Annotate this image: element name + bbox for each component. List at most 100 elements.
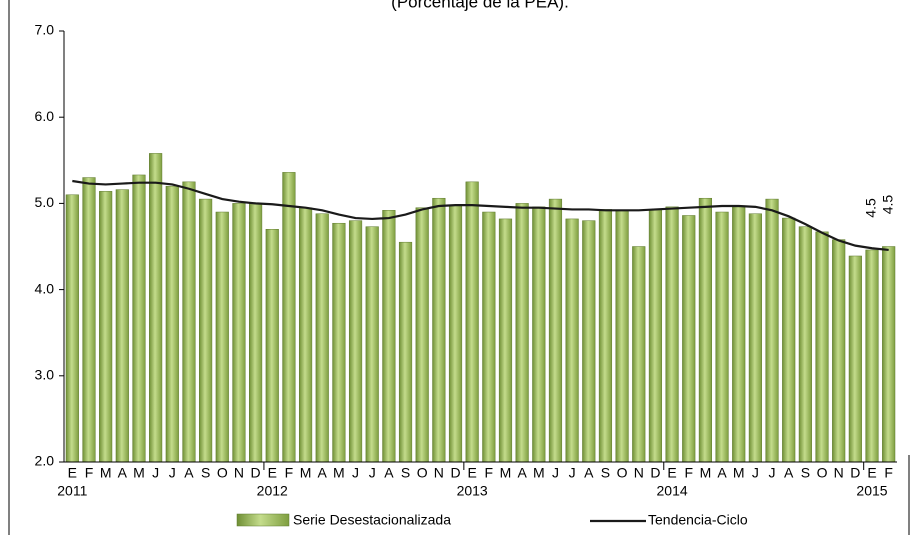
bar bbox=[548, 198, 563, 463]
x-tick-label: A bbox=[318, 465, 328, 481]
bar bbox=[498, 218, 513, 463]
x-group-label: 2014 bbox=[657, 483, 688, 499]
bar bbox=[448, 204, 463, 463]
chart-title: (Porcentaje de la PEA). bbox=[391, 0, 569, 11]
bar bbox=[865, 249, 879, 463]
y-tick-label: 5.0 bbox=[35, 194, 55, 210]
x-group-label: 2011 bbox=[57, 483, 87, 499]
x-tick-label: A bbox=[384, 465, 394, 481]
x-tick-label: A bbox=[184, 465, 194, 481]
bar bbox=[798, 226, 812, 463]
bar bbox=[99, 191, 113, 463]
x-tick-label: D bbox=[251, 465, 261, 481]
bar bbox=[765, 198, 779, 463]
bar bbox=[182, 181, 196, 463]
x-tick-label: J bbox=[169, 465, 176, 481]
bar bbox=[132, 174, 146, 463]
bar bbox=[582, 220, 596, 463]
x-tick-label: E bbox=[867, 465, 876, 481]
trend-line bbox=[72, 179, 889, 252]
x-tick-label: D bbox=[850, 465, 860, 481]
legend-swatch bbox=[236, 513, 290, 527]
x-tick-label: J bbox=[369, 465, 376, 481]
bar bbox=[532, 206, 546, 463]
bar bbox=[249, 203, 263, 463]
x-tick-label: O bbox=[617, 465, 628, 481]
x-tick-label: N bbox=[234, 465, 244, 481]
bar bbox=[832, 239, 846, 463]
bar bbox=[149, 153, 163, 463]
x-tick-label: D bbox=[450, 465, 460, 481]
bar bbox=[315, 213, 329, 463]
y-tick-label: 2.0 bbox=[35, 453, 55, 469]
x-tick-label: N bbox=[634, 465, 644, 481]
bar bbox=[82, 177, 96, 463]
legend-label: Serie Desestacionalizada bbox=[293, 512, 451, 528]
bar bbox=[365, 226, 379, 463]
x-tick-label: M bbox=[100, 465, 112, 481]
x-tick-label: A bbox=[517, 465, 527, 481]
data-label: 4.5 bbox=[863, 198, 879, 218]
x-tick-label: J bbox=[752, 465, 759, 481]
bar bbox=[748, 213, 762, 463]
x-tick-label: N bbox=[834, 465, 844, 481]
bar bbox=[615, 210, 629, 463]
bar bbox=[282, 172, 296, 463]
bar bbox=[665, 206, 679, 463]
x-group-label: 2012 bbox=[257, 483, 288, 499]
x-tick-label: J bbox=[552, 465, 559, 481]
x-group-label: 2013 bbox=[457, 483, 488, 499]
bar bbox=[199, 198, 213, 463]
data-label: 4.5 bbox=[879, 195, 895, 215]
bar bbox=[732, 206, 746, 463]
x-tick-label: F bbox=[285, 465, 294, 481]
x-tick-label: E bbox=[667, 465, 676, 481]
legend-label: Tendencia-Ciclo bbox=[648, 512, 748, 528]
x-tick-label: F bbox=[884, 465, 893, 481]
x-tick-label: F bbox=[485, 465, 494, 481]
y-tick-label: 6.0 bbox=[35, 108, 55, 124]
x-tick-label: M bbox=[500, 465, 512, 481]
bar bbox=[265, 229, 279, 463]
x-tick-label: E bbox=[268, 465, 277, 481]
x-tick-label: A bbox=[717, 465, 727, 481]
x-tick-label: J bbox=[569, 465, 576, 481]
x-tick-label: M bbox=[333, 465, 345, 481]
bar bbox=[648, 209, 663, 463]
bar bbox=[565, 218, 579, 463]
x-tick-label: A bbox=[784, 465, 794, 481]
x-group-label: 2015 bbox=[856, 483, 887, 499]
bar bbox=[515, 203, 529, 463]
y-tick-label: 7.0 bbox=[35, 22, 55, 38]
bar bbox=[398, 241, 413, 463]
bar bbox=[115, 189, 129, 463]
bar bbox=[65, 194, 79, 463]
bar bbox=[215, 211, 229, 463]
x-tick-label: S bbox=[601, 465, 610, 481]
bar bbox=[698, 197, 712, 463]
x-tick-label: F bbox=[85, 465, 94, 481]
x-tick-label: M bbox=[533, 465, 545, 481]
x-tick-label: D bbox=[650, 465, 660, 481]
x-tick-label: M bbox=[300, 465, 312, 481]
x-tick-label: N bbox=[434, 465, 444, 481]
x-tick-label: J bbox=[769, 465, 776, 481]
x-tick-label: E bbox=[467, 465, 476, 481]
bar bbox=[382, 210, 396, 463]
bar bbox=[298, 207, 313, 463]
bar bbox=[715, 211, 729, 463]
x-tick-label: S bbox=[201, 465, 210, 481]
x-tick-label: M bbox=[733, 465, 745, 481]
bar bbox=[882, 246, 896, 463]
bar bbox=[482, 211, 496, 463]
bar bbox=[332, 222, 346, 463]
x-tick-label: J bbox=[152, 465, 159, 481]
bar bbox=[232, 203, 246, 463]
x-tick-label: S bbox=[801, 465, 810, 481]
bar bbox=[782, 217, 796, 463]
bar bbox=[165, 185, 179, 463]
x-tick-label: F bbox=[684, 465, 693, 481]
bar bbox=[415, 207, 429, 463]
x-tick-label: J bbox=[352, 465, 359, 481]
x-tick-label: M bbox=[700, 465, 712, 481]
